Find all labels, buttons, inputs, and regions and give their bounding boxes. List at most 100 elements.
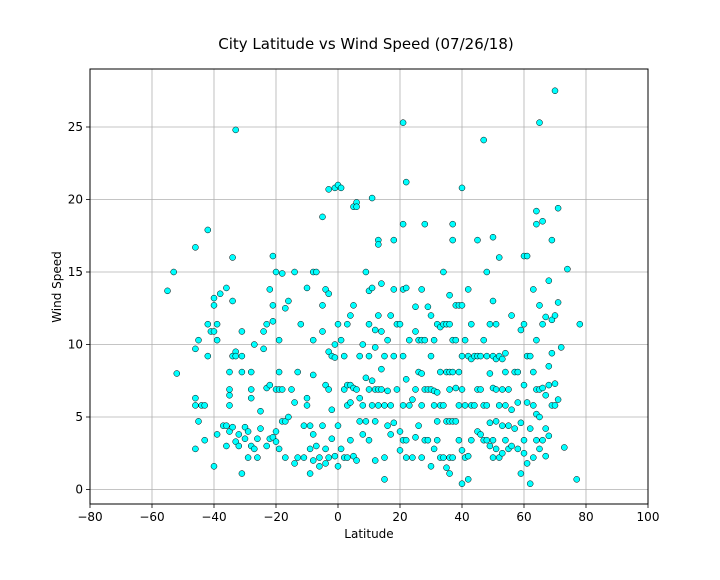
scatter-point <box>418 286 425 293</box>
scatter-point <box>356 352 363 360</box>
scatter-point <box>539 436 546 444</box>
scatter-point <box>316 454 323 461</box>
scatter-point <box>533 220 540 228</box>
scatter-point <box>446 386 453 393</box>
scatter-point <box>229 423 236 431</box>
scatter-point <box>427 352 435 360</box>
x-tick-label: 40 <box>454 510 469 524</box>
scatter-point <box>378 365 385 373</box>
scatter-point <box>533 207 540 215</box>
scatter-point <box>545 432 553 440</box>
scatter-point <box>409 396 416 403</box>
scatter-point <box>204 352 212 360</box>
scatter-point <box>387 312 394 319</box>
scatter-point <box>285 413 292 421</box>
scatter-point <box>523 252 531 260</box>
scatter-point <box>347 436 354 444</box>
scatter-point <box>328 435 336 442</box>
x-tick-label: 60 <box>516 510 531 524</box>
scatter-point <box>517 326 525 334</box>
scatter-point <box>545 277 553 284</box>
chart-title: City Latitude vs Wind Speed (07/26/18) <box>218 35 513 53</box>
scatter-point <box>223 422 230 429</box>
scatter-point <box>210 294 218 302</box>
scatter-point <box>170 268 177 276</box>
y-axis-label: Wind Speed <box>50 251 64 323</box>
x-tick-label: 100 <box>637 510 660 524</box>
scatter-point <box>542 425 549 432</box>
scatter-point <box>365 386 373 393</box>
scatter-point <box>530 368 537 376</box>
scatter-point <box>548 349 556 357</box>
scatter-point <box>471 402 478 409</box>
scatter-point <box>477 352 484 360</box>
scatter-point <box>499 450 506 457</box>
scatter-point <box>334 422 342 429</box>
scatter-point <box>523 460 531 467</box>
x-tick-label: 80 <box>578 510 593 524</box>
scatter-point <box>192 345 199 353</box>
scatter-point <box>344 454 351 461</box>
scatter-point <box>486 370 494 377</box>
scatter-point <box>322 381 329 389</box>
scatter-point <box>210 463 218 470</box>
scatter-point <box>223 442 230 450</box>
scatter-point <box>294 368 301 376</box>
scatter-point <box>192 402 199 409</box>
scatter-point <box>554 299 562 306</box>
scatter-point <box>536 302 543 309</box>
scatter-point <box>489 297 497 305</box>
scatter-point <box>458 184 466 192</box>
scatter-point <box>322 286 329 293</box>
scatter-point <box>368 377 376 384</box>
scatter-point <box>368 284 376 292</box>
scatter-point <box>502 349 509 357</box>
scatter-point <box>263 442 270 450</box>
x-tick-label: −20 <box>263 510 288 524</box>
scatter-point <box>468 436 475 444</box>
scatter-point <box>390 419 398 427</box>
scatter-point <box>536 119 543 126</box>
scatter-point <box>514 445 522 453</box>
scatter-point <box>536 413 543 421</box>
scatter-point <box>424 436 432 444</box>
scatter-point <box>446 320 453 328</box>
scatter-point <box>216 290 224 297</box>
scatter-point <box>347 312 354 319</box>
scatter-point <box>415 422 422 429</box>
scatter-point <box>406 402 413 409</box>
scatter-point <box>396 428 404 435</box>
scatter-point <box>294 454 301 461</box>
scatter-point <box>226 392 233 399</box>
scatter-point <box>195 418 202 425</box>
scatter-point <box>331 452 339 460</box>
scatter-point <box>337 445 345 453</box>
scatter-point <box>210 328 218 335</box>
scatter-point <box>344 320 351 328</box>
scatter-point <box>309 336 317 344</box>
scatter-point <box>561 444 568 451</box>
scatter-point <box>266 381 274 389</box>
scatter-point <box>396 320 404 328</box>
scatter-point <box>539 320 546 328</box>
scatter-point <box>554 396 562 403</box>
scatter-point <box>232 438 239 445</box>
scatter-point <box>418 454 425 461</box>
scatter-point <box>551 87 559 94</box>
scatter-point <box>269 252 277 260</box>
scatter-point <box>340 386 348 393</box>
scatter-point <box>309 431 317 438</box>
scatter-point <box>375 312 382 319</box>
scatter-point <box>232 352 239 360</box>
scatter-point <box>486 442 494 450</box>
scatter-point <box>511 425 518 432</box>
scatter-point <box>551 380 559 387</box>
scatter-point <box>269 302 277 309</box>
scatter-point <box>238 470 246 477</box>
scatter-point <box>449 220 456 228</box>
scatter-point <box>278 270 286 277</box>
scatter-point <box>356 394 363 402</box>
scatter-point <box>353 386 360 393</box>
scatter-point <box>520 320 528 328</box>
